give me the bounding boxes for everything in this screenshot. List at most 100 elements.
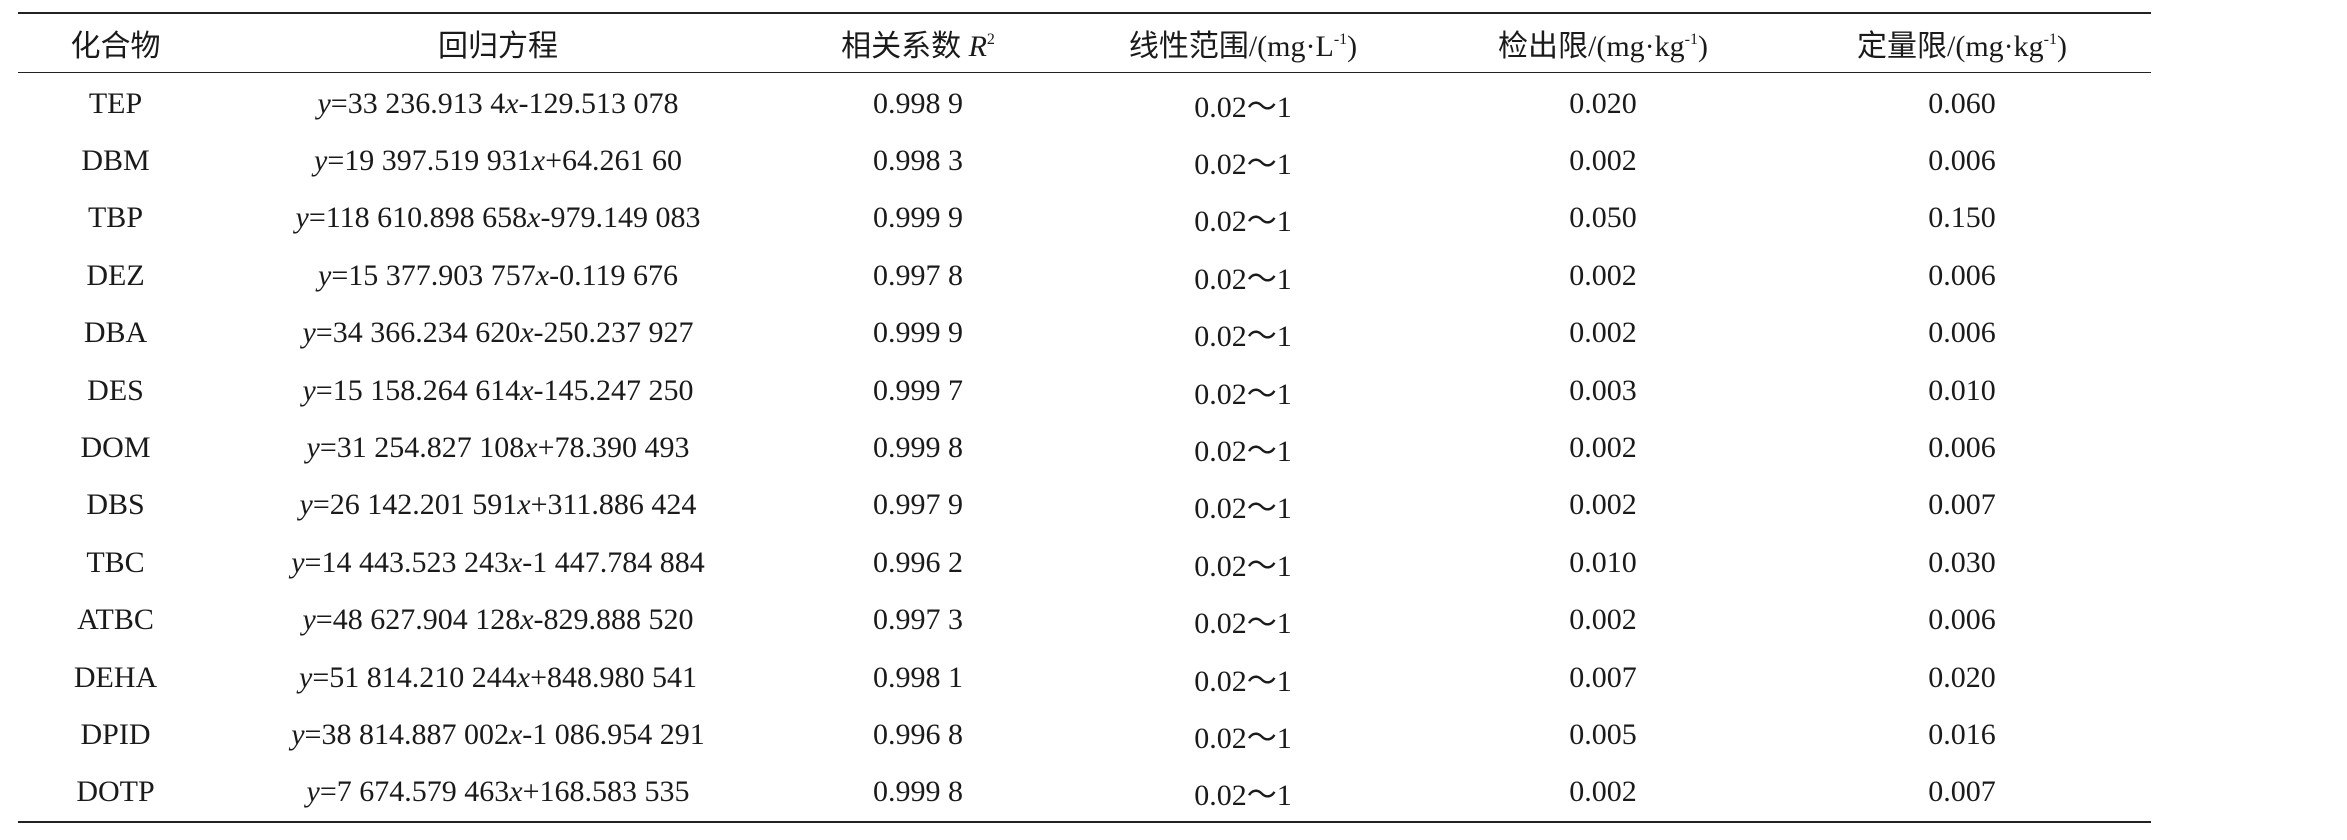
equation-y-var: y	[291, 545, 305, 579]
cell-lod: 0.007	[1569, 660, 1637, 694]
equation-y-var: y	[306, 775, 320, 809]
table-row: TBC y=14 443.523 243x-1 447.784 884 0.996 …	[18, 534, 2151, 591]
cell-equation: y=15 158.264 614x-145.247 250	[213, 362, 783, 419]
cell-equation: y=118 610.898 658x-979.149 083	[213, 190, 783, 247]
cell-compound: DBM	[81, 144, 150, 178]
equation-slope: =19 397.519 931	[327, 144, 532, 178]
regression-table: 化合物 回归方程 相关系数 R2 线性范围/(mg·L-1) 检出限/(mg·k…	[18, 12, 2151, 823]
cell-loq: 0.006	[1928, 144, 1996, 178]
cell-r2: 0.996 2	[873, 545, 963, 579]
header-r2-sup: 2	[986, 31, 995, 48]
cell-lod: 0.050	[1569, 201, 1637, 235]
equation-intercept: -1 447.784 884	[522, 545, 705, 579]
equation-intercept: +848.980 541	[530, 660, 697, 694]
header-lod-sup: -1	[1684, 31, 1698, 48]
equation-y-var: y	[302, 603, 316, 637]
table-row: TEP y=33 236.913 4x-129.513 078 0.998 9 0.0…	[18, 73, 2151, 133]
header-linear-range: 线性范围/(mg·L-1)	[1053, 13, 1433, 73]
header-range-sup: -1	[1333, 31, 1348, 48]
header-r2-var: R	[968, 30, 987, 63]
cell-compound: DEZ	[86, 258, 145, 292]
table-row: DPID y=38 814.887 002x-1 086.954 291 0.996…	[18, 706, 2151, 763]
cell-loq: 0.020	[1928, 660, 1996, 694]
cell-lod: 0.002	[1569, 775, 1637, 809]
header-equation-text: 回归方程	[438, 30, 558, 63]
cell-linear-range: 0.02～1	[1194, 779, 1292, 813]
table-row: DEZ y=15 377.903 757x-0.119 676 0.997 8 0.0…	[18, 247, 2151, 304]
equation-slope: =118 610.898 658	[308, 201, 528, 235]
cell-linear-range: 0.02～1	[1194, 262, 1292, 296]
equation-x-var: x	[505, 86, 519, 120]
header-range-suffix: )	[1347, 30, 1358, 63]
cell-loq: 0.030	[1928, 545, 1996, 579]
equation-slope: =31 254.827 108	[319, 431, 525, 465]
cell-equation: y=48 627.904 128x-829.888 520	[213, 592, 783, 649]
cell-linear-range: 0.02～1	[1194, 721, 1292, 755]
cell-equation: y=15 377.903 757x-0.119 676	[213, 247, 783, 304]
cell-r2: 0.999 8	[873, 431, 963, 465]
cell-compound: DOTP	[76, 775, 155, 809]
equation-y-var: y	[299, 488, 313, 522]
table-row: DBM y=19 397.519 931x+64.261 60 0.998 3 0.0…	[18, 132, 2151, 189]
cell-linear-range: 0.02～1	[1194, 377, 1292, 411]
cell-loq: 0.006	[1928, 316, 1996, 350]
header-loq-suffix: )	[2056, 30, 2067, 63]
cell-compound: TBC	[86, 545, 145, 579]
cell-equation: y=38 814.887 002x-1 086.954 291	[213, 706, 783, 763]
equation-x-var: x	[520, 316, 534, 350]
cell-lod: 0.002	[1569, 431, 1637, 465]
header-equation: 回归方程	[213, 13, 783, 73]
table-row: DBS y=26 142.201 591x+311.886 424 0.997 9 0…	[18, 477, 2151, 534]
equation-slope: =14 443.523 243	[304, 545, 509, 579]
equation-x-var: x	[535, 258, 550, 292]
cell-lod: 0.002	[1569, 488, 1637, 522]
equation-y-var: y	[291, 717, 305, 751]
cell-loq: 0.016	[1928, 717, 1996, 751]
data-table-container: 化合物 回归方程 相关系数 R2 线性范围/(mg·L-1) 检出限/(mg·k…	[18, 12, 2151, 823]
cell-loq: 0.007	[1928, 775, 1996, 809]
table-row: TBP y=118 610.898 658x-979.149 083 0.999 9…	[18, 190, 2151, 247]
cell-equation: y=51 814.210 244x+848.980 541	[213, 649, 783, 706]
cell-equation: y=31 254.827 108x+78.390 493	[213, 419, 783, 476]
cell-r2: 0.997 8	[873, 258, 963, 292]
cell-r2: 0.998 9	[873, 86, 963, 120]
cell-equation: y=14 443.523 243x-1 447.784 884	[213, 534, 783, 591]
equation-intercept: +78.390 493	[537, 431, 690, 465]
equation-intercept: -250.237 927	[533, 316, 694, 350]
cell-equation: y=19 397.519 931x+64.261 60	[213, 132, 783, 189]
cell-lod: 0.002	[1569, 603, 1637, 637]
equation-y-var: y	[314, 144, 328, 178]
cell-equation: y=7 674.579 463x+168.583 535	[213, 764, 783, 822]
equation-x-var: x	[531, 144, 546, 178]
header-range-text: 线性范围/(mg·L	[1128, 30, 1334, 63]
cell-linear-range: 0.02～1	[1194, 320, 1292, 354]
cell-loq: 0.006	[1928, 431, 1996, 465]
cell-compound: DEHA	[73, 660, 158, 694]
equation-slope: =7 674.579 463	[319, 775, 510, 809]
table-row: DBA y=34 366.234 620x-250.237 927 0.999 9 0…	[18, 305, 2151, 362]
cell-lod: 0.002	[1569, 316, 1637, 350]
cell-compound: TBP	[87, 201, 144, 235]
header-r2: 相关系数 R2	[783, 13, 1053, 73]
header-compound: 化合物	[18, 13, 213, 73]
header-compound-text: 化合物	[70, 30, 161, 63]
cell-loq: 0.060	[1928, 86, 1996, 120]
cell-linear-range: 0.02～1	[1194, 664, 1292, 698]
cell-r2: 0.997 9	[873, 488, 963, 522]
header-r2-text: 相关系数	[841, 30, 969, 63]
cell-compound: DES	[87, 373, 144, 407]
cell-linear-range: 0.02～1	[1194, 492, 1292, 526]
equation-y-var: y	[318, 258, 332, 292]
equation-y-var: y	[295, 201, 309, 235]
equation-slope: =51 814.210 244	[312, 660, 517, 694]
cell-r2: 0.997 3	[873, 603, 963, 637]
equation-intercept: +64.261 60	[545, 144, 682, 178]
table-body: TEP y=33 236.913 4x-129.513 078 0.998 9 0.0…	[18, 73, 2151, 823]
table-row: DOM y=31 254.827 108x+78.390 493 0.999 8 0.…	[18, 419, 2151, 476]
cell-equation: y=33 236.913 4x-129.513 078	[213, 73, 783, 133]
cell-linear-range: 0.02～1	[1194, 148, 1292, 182]
equation-x-var: x	[508, 717, 523, 751]
cell-linear-range: 0.02～1	[1194, 549, 1292, 583]
cell-loq: 0.010	[1928, 373, 1996, 407]
cell-equation: y=34 366.234 620x-250.237 927	[213, 305, 783, 362]
